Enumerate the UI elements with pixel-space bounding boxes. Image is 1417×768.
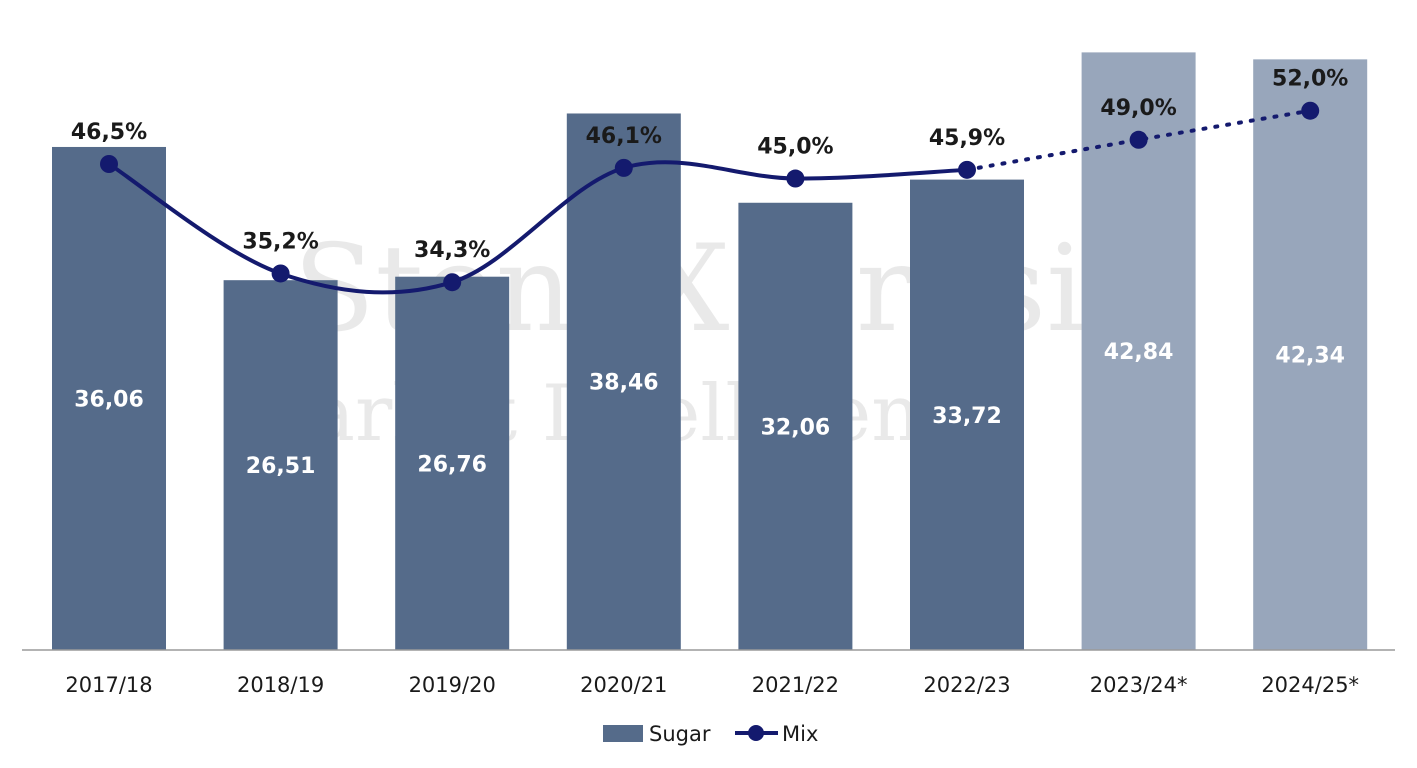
legend-label-mix: Mix: [782, 722, 818, 746]
mix-line: 46,5% 35,2% 34,3% 46,1% 45,0% 45,9% 49,0% 52,0%: [71, 67, 1348, 295]
bar-value-label-2021/22: 32,06: [761, 415, 831, 440]
mix-value-label-2024/25*: 52,0%: [1272, 67, 1348, 92]
legend-label-sugar: Sugar: [649, 722, 711, 746]
bar-value-label-2020/21: 38,46: [589, 371, 659, 396]
bar-sugar-2018/19: [223, 280, 338, 650]
bar-sugar-2017/18: [52, 146, 166, 650]
bars: 36,06 26,51 26,76 38,46 32,06 33,72 42,84 42,34: [52, 52, 1368, 651]
mix-line-projected: [965, 108, 1313, 172]
x-tick-label-2022/23: 2022/23: [923, 673, 1010, 697]
bar-sugar-2022/23: [910, 179, 1024, 650]
mix-point-2020/21: [614, 158, 633, 177]
legend: Sugar Mix: [603, 722, 818, 746]
mix-value-label-2022/23: 45,9%: [929, 126, 1005, 151]
bar-value-label-2022/23: 33,72: [932, 404, 1002, 429]
legend-swatch-sugar: [603, 725, 643, 742]
x-tick-label-2018/19: 2018/19: [237, 673, 324, 697]
mix-point-2024/25*: [1301, 101, 1320, 120]
x-tick-label-2020/21: 2020/21: [580, 673, 667, 697]
bar-value-label-2019/20: 26,76: [417, 452, 487, 477]
mix-line-actual: [107, 160, 969, 295]
bar-sugar-2021/22: [738, 202, 853, 650]
x-tick-label-2024/25*: 2024/25*: [1261, 673, 1359, 697]
bar-sugar-2023/24*: [1081, 52, 1196, 650]
x-tick-label-2017/18: 2017/18: [65, 673, 152, 697]
bar-sugar-2020/21: [566, 113, 681, 650]
bar-value-label-2024/25*: 42,34: [1275, 344, 1345, 369]
mix-value-label-2020/21: 46,1%: [586, 124, 662, 149]
mix-point-2022/23: [958, 160, 976, 179]
x-tick-label-2019/20: 2019/20: [409, 673, 496, 697]
mix-value-label-2021/22: 45,0%: [757, 135, 833, 160]
x-tick-label-2021/22: 2021/22: [752, 673, 839, 697]
mix-point-2023/24*: [1129, 130, 1148, 149]
bar-value-label-2018/19: 26,51: [246, 454, 316, 479]
bar-value-label-2023/24*: 42,84: [1104, 340, 1174, 365]
mix-value-label-2023/24*: 49,0%: [1100, 96, 1176, 121]
bar-sugar-2024/25*: [1253, 59, 1368, 651]
mix-value-label-2018/19: 35,2%: [242, 229, 318, 254]
x-tick-labels: 2017/18 2018/19 2019/20 2020/21 2021/22 2022/…: [65, 673, 1359, 697]
mix-point-2021/22: [786, 169, 805, 188]
bar-sugar-2019/20: [395, 276, 510, 650]
mix-value-label-2019/20: 34,3%: [414, 238, 490, 263]
legend-swatch-mix-marker: [748, 725, 764, 741]
mix-point-2019/20: [443, 273, 462, 292]
mix-point-2018/19: [271, 264, 290, 283]
x-tick-label-2023/24*: 2023/24*: [1090, 673, 1188, 697]
bar-value-label-2017/18: 36,06: [74, 387, 144, 412]
mix-point-2017/18: [100, 155, 118, 173]
mix-value-label-2017/18: 46,5%: [71, 120, 147, 145]
